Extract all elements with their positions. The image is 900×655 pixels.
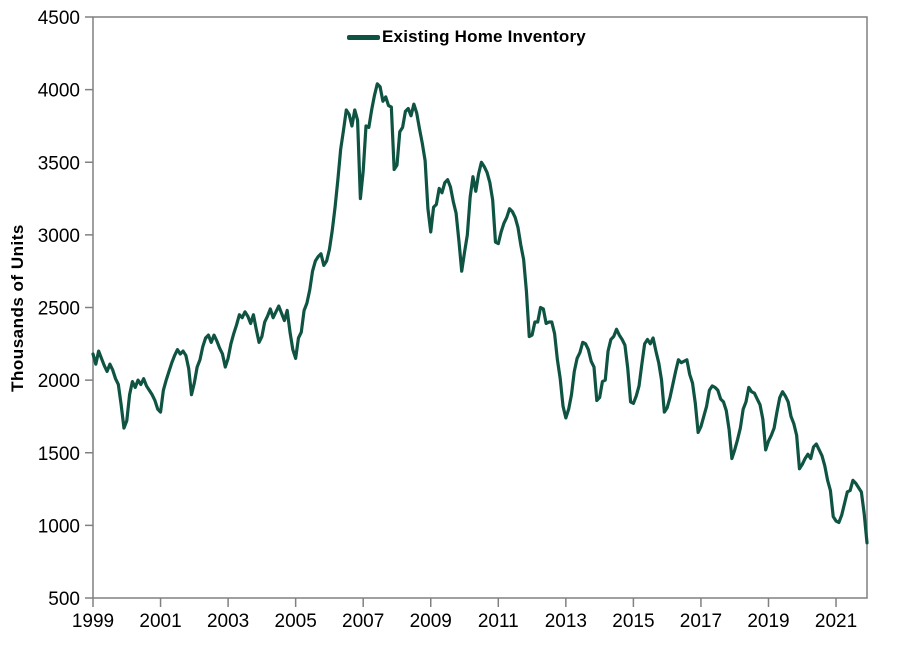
y-axis-title: Thousands of Units <box>8 224 27 392</box>
x-tick-label: 2001 <box>139 611 181 632</box>
y-axis-ticks <box>85 16 93 599</box>
y-tick-label: 1000 <box>38 516 80 537</box>
x-axis-ticks <box>92 598 837 607</box>
inventory-line <box>91 82 869 545</box>
y-tick-label: 3000 <box>38 226 80 247</box>
x-tick-label: 2005 <box>275 611 317 632</box>
x-tick-label: 2009 <box>410 611 452 632</box>
x-tick-label: 1999 <box>72 611 114 632</box>
x-tick-label: 2003 <box>207 611 249 632</box>
x-tick-label: 2011 <box>478 611 519 632</box>
legend: Existing Home Inventory <box>347 27 586 47</box>
y-tick-label: 500 <box>48 589 80 610</box>
x-tick-label: 2019 <box>747 611 789 632</box>
x-axis-tick-labels: 1999 2001 2003 2005 2007 2009 2011 2013 2015 2017… <box>72 611 857 632</box>
plot-area-border <box>92 16 868 599</box>
x-tick-label: 2017 <box>680 611 722 632</box>
y-tick-label: 2500 <box>38 299 80 320</box>
x-tick-label: 2007 <box>342 611 384 632</box>
legend-label: Existing Home Inventory <box>382 27 586 46</box>
y-axis-tick-labels: 500 1000 1500 2000 2500 3000 3500 4000 4500 <box>38 8 80 610</box>
legend-line-swatch <box>347 34 380 40</box>
y-tick-label: 4000 <box>38 81 80 102</box>
x-tick-label: 2013 <box>545 611 587 632</box>
x-tick-label: 2015 <box>612 611 654 632</box>
y-tick-label: 4500 <box>38 8 80 29</box>
y-tick-label: 2000 <box>38 371 80 392</box>
x-tick-label: 2021 <box>815 611 857 632</box>
y-tick-label: 3500 <box>38 153 80 174</box>
y-tick-label: 1500 <box>38 444 80 465</box>
